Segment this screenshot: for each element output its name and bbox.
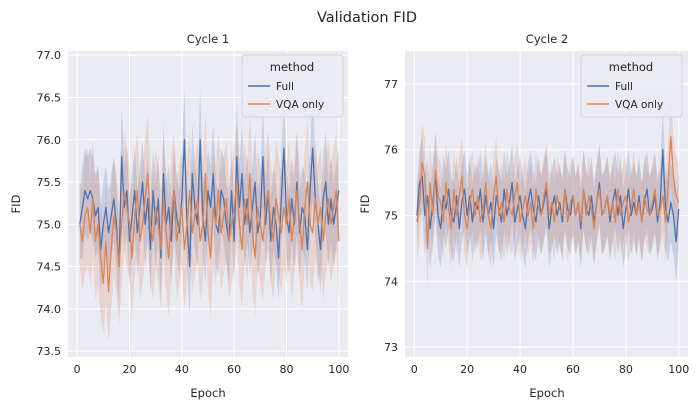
series-line-vqa-only bbox=[79, 172, 340, 293]
x-tick-label: 20 bbox=[122, 363, 136, 376]
legend-box bbox=[241, 54, 344, 118]
x-tick-label: 20 bbox=[460, 363, 474, 376]
x-tick-labels: 0 20 40 60 80 100 bbox=[74, 363, 350, 376]
y-tick-label: 77 bbox=[384, 78, 398, 91]
legend: method Full VQA only bbox=[241, 54, 344, 118]
y-tick-label: 76.5 bbox=[37, 91, 62, 104]
subplot-cycle-1: Cycle 1 0 20 40 60 80 100 73.5 74.0 74.5 75.0 75.… bbox=[9, 32, 349, 400]
x-tick-label: 60 bbox=[227, 363, 241, 376]
y-tick-label: 75 bbox=[384, 210, 398, 223]
subplot-title: Cycle 1 bbox=[187, 32, 229, 46]
x-tick-label: 0 bbox=[411, 363, 418, 376]
y-tick-label: 76 bbox=[384, 144, 398, 157]
legend: method Full VQA only bbox=[580, 54, 683, 118]
y-axis-label: FID bbox=[358, 194, 372, 213]
series-line-full bbox=[416, 149, 680, 243]
legend-label-vqa-only: VQA only bbox=[276, 99, 324, 111]
legend-title: method bbox=[270, 60, 314, 74]
ci-band-vqa-only bbox=[79, 114, 339, 343]
x-tick-label: 60 bbox=[566, 363, 580, 376]
y-tick-label: 74.5 bbox=[37, 261, 62, 274]
x-tick-label: 100 bbox=[328, 363, 349, 376]
x-tick-label: 40 bbox=[513, 363, 527, 376]
x-axis-label: Epoch bbox=[190, 386, 225, 400]
y-tick-label: 75.5 bbox=[37, 176, 62, 189]
subplot-cycle-2: Cycle 2 0 20 40 60 80 100 73 74 75 76 77 Epoch FI… bbox=[358, 32, 689, 400]
x-tick-label: 40 bbox=[175, 363, 189, 376]
y-tick-label: 75.0 bbox=[37, 218, 62, 231]
x-tick-label: 80 bbox=[280, 363, 294, 376]
legend-title: method bbox=[609, 60, 653, 74]
y-tick-label: 74 bbox=[384, 275, 398, 288]
x-tick-label: 80 bbox=[619, 363, 633, 376]
ci-band-vqa-only bbox=[416, 90, 679, 288]
legend-box bbox=[580, 54, 683, 118]
y-tick-labels: 73 74 75 76 77 bbox=[384, 78, 398, 354]
x-axis-label: Epoch bbox=[529, 386, 564, 400]
subplot-title: Cycle 2 bbox=[526, 32, 568, 46]
y-axis-label: FID bbox=[9, 194, 23, 213]
x-tick-label: 0 bbox=[74, 363, 81, 376]
legend-label-full: Full bbox=[615, 81, 633, 93]
y-tick-label: 73.5 bbox=[37, 345, 62, 358]
legend-label-vqa-only: VQA only bbox=[615, 99, 663, 111]
x-tick-labels: 0 20 40 60 80 100 bbox=[411, 363, 689, 376]
y-tick-label: 73 bbox=[384, 341, 398, 354]
y-tick-label: 76.0 bbox=[37, 134, 62, 147]
legend-label-full: Full bbox=[276, 81, 294, 93]
series-lines bbox=[416, 135, 680, 250]
figure-title: Validation FID bbox=[317, 10, 417, 26]
y-tick-label: 77.0 bbox=[37, 49, 62, 62]
y-tick-label: 74.0 bbox=[37, 303, 62, 316]
series-lines bbox=[79, 139, 340, 293]
y-tick-labels: 73.5 74.0 74.5 75.0 75.5 76.0 76.5 77.0 bbox=[37, 49, 62, 358]
series-line-vqa-only bbox=[416, 135, 680, 250]
gridlines bbox=[405, 51, 688, 357]
x-tick-label: 100 bbox=[668, 363, 689, 376]
